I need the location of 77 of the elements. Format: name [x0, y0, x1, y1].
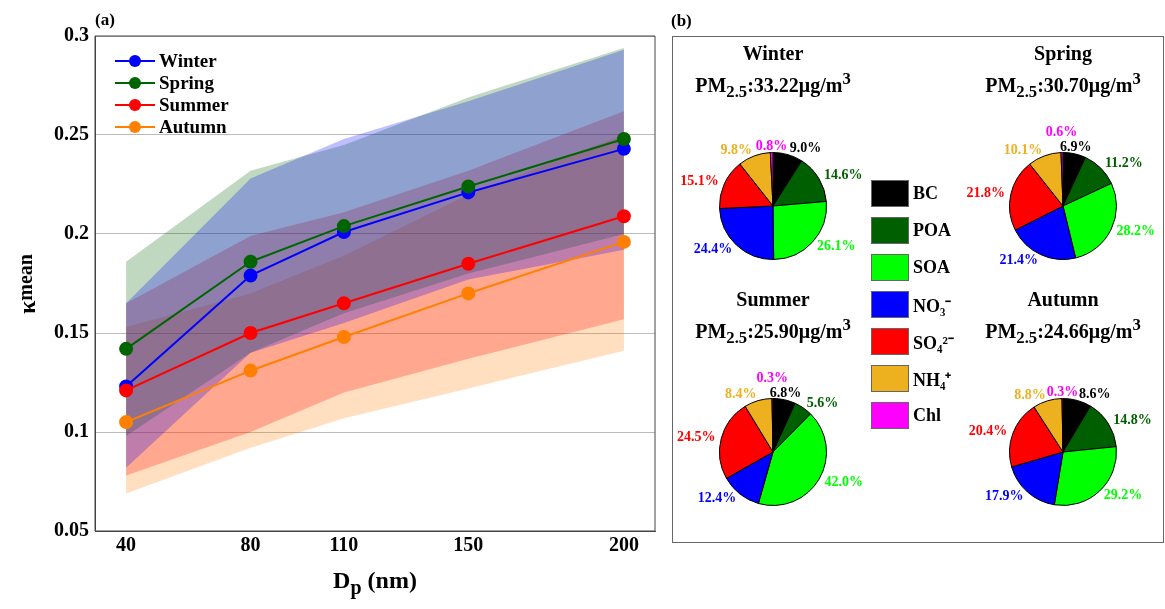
point [243, 254, 258, 269]
point [461, 179, 476, 194]
legend-label: Spring [159, 72, 214, 94]
data-label: 6.8% [769, 385, 802, 401]
y-tick-label: 0.3 [64, 23, 89, 46]
point [119, 415, 134, 430]
chart-subtitle: PM$_{2.5}$:25.90μg/m$^{3}$ [694, 314, 852, 349]
data-label: 8.4% [724, 386, 757, 402]
data-label: 8.6% [1078, 385, 1111, 401]
point [461, 256, 476, 271]
data-label: 9.0% [789, 140, 822, 156]
legend-label: Autumn [159, 116, 227, 138]
x-tick-label: 200 [608, 533, 639, 556]
data-label: 21.4% [999, 251, 1039, 267]
text: (a) [95, 10, 115, 30]
data-label: 42.0% [824, 473, 863, 489]
data-label: 11.2% [1105, 155, 1143, 171]
point [336, 219, 351, 234]
legend-label: NH₄⁺ [913, 368, 952, 391]
x-axis-title: D$_{p}$ (nm) [333, 567, 417, 599]
data-label: 24.5% [676, 428, 716, 444]
y-tick-label: 0.25 [54, 122, 89, 145]
y-tick-label: 0.15 [54, 320, 89, 343]
legend-label: Chl [913, 405, 942, 426]
data-label: 14.6% [823, 166, 863, 182]
chart-title: Autumn [1026, 287, 1100, 312]
legend-label: POA [913, 220, 951, 241]
point [336, 329, 351, 344]
data-label: 0.8% [755, 137, 788, 153]
chart-subtitle: PM$_{2.5}$:30.70μg/m$^{3}$ [984, 68, 1142, 103]
chart-subtitle: PM$_{2.5}$:24.66μg/m$^{3}$ [984, 314, 1142, 349]
y-tick-label: 0.05 [54, 518, 89, 541]
point [616, 234, 631, 249]
point [336, 296, 351, 311]
data-label: 0.3% [756, 369, 789, 385]
legend-label: SOA [913, 257, 951, 278]
legend-label: Winter [159, 50, 217, 72]
legend-label: BC [913, 183, 939, 204]
data-label: 0.6% [1045, 123, 1078, 139]
x-tick-label: 40 [116, 533, 137, 556]
point [243, 363, 258, 378]
point [461, 286, 476, 301]
point [243, 268, 258, 283]
x-tick-label: 80 [240, 533, 261, 556]
data-label: 12.4% [697, 490, 737, 506]
data-label: 6.9% [1060, 139, 1092, 155]
data-label: 0.3% [1046, 383, 1079, 399]
data-label: 15.1% [680, 172, 719, 188]
x-tick-label: 110 [329, 533, 359, 556]
data-label: 5.6% [806, 394, 839, 410]
data-label: 14.8% [1113, 411, 1152, 427]
data-label: 29.2% [1103, 486, 1143, 502]
chart-title: Winter [741, 41, 805, 66]
point [119, 383, 134, 398]
point [243, 326, 258, 340]
legend-label: SO₄²⁻ [913, 331, 954, 354]
data-label: 9.8% [720, 141, 753, 157]
chart-title: Spring [1033, 41, 1093, 66]
data-label: 8.8% [1014, 386, 1046, 402]
legend-label: Summer [159, 94, 229, 116]
point [616, 131, 631, 146]
legend-label: NO₃⁻ [913, 294, 952, 317]
data-label: 20.4% [968, 422, 1008, 438]
data-label: 21.8% [966, 184, 1005, 200]
y-tick-label: 0.1 [64, 419, 89, 442]
point [616, 209, 631, 224]
data-label: 28.2% [1116, 223, 1156, 239]
point [119, 341, 134, 356]
text: (b) [671, 11, 692, 31]
data-label: 24.4% [693, 240, 733, 256]
data-label: 26.1% [817, 237, 856, 253]
data-label: 17.9% [985, 487, 1024, 503]
y-tick-label: 0.2 [64, 221, 89, 244]
chart-subtitle: PM$_{2.5}$:33.22μg/m$^{3}$ [694, 68, 852, 103]
chart-title: Summer [735, 287, 811, 312]
data-label: 10.1% [1003, 141, 1043, 157]
x-tick-label: 150 [453, 533, 484, 556]
